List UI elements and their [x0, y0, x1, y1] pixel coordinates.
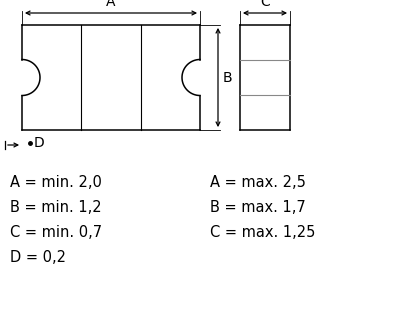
Text: A = min. 2,0: A = min. 2,0 — [10, 175, 102, 190]
Text: C = min. 0,7: C = min. 0,7 — [10, 225, 102, 240]
Text: A: A — [106, 0, 116, 9]
Text: D = 0,2: D = 0,2 — [10, 250, 66, 265]
Text: B = max. 1,7: B = max. 1,7 — [210, 200, 306, 215]
Text: C = max. 1,25: C = max. 1,25 — [210, 225, 315, 240]
Text: B: B — [223, 71, 233, 85]
Text: B = min. 1,2: B = min. 1,2 — [10, 200, 102, 215]
Text: C: C — [260, 0, 270, 9]
Text: A = max. 2,5: A = max. 2,5 — [210, 175, 306, 190]
Text: D: D — [34, 136, 45, 150]
